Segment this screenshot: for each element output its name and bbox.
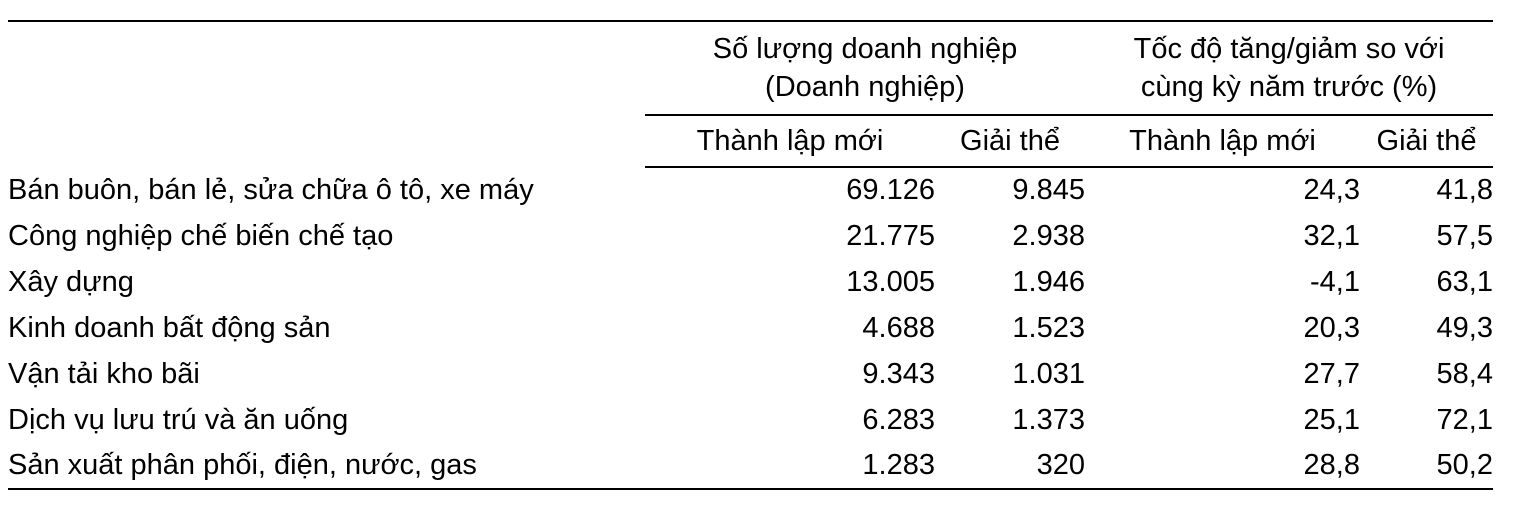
dissolved-growth-cell: 41,8: [1436, 174, 1493, 206]
new-count-cell: 21.775: [846, 219, 935, 252]
group-header-line: (Doanh nghiệp): [765, 71, 965, 103]
table-body: Bán buôn, bán lẻ, sửa chữa ô tô, xe máy …: [8, 167, 1493, 489]
group-header-enterprise-count: Số lượng doanh nghiệp (Doanh nghiệp): [645, 21, 1085, 116]
table-row: Xây dựng 13.005 1.946 -4,1 63,1: [8, 259, 1493, 305]
new-count-cell: 4.688: [862, 311, 935, 344]
industry-label: Xây dựng: [8, 265, 134, 298]
table-row: Bán buôn, bán lẻ, sửa chữa ô tô, xe máy …: [8, 167, 1493, 213]
table-row: Vận tải kho bãi 9.343 1.031 27,7 58,4: [8, 351, 1493, 397]
sub-header-newly-established: Thành lập mới: [645, 115, 935, 168]
new-growth-cell: -4,1: [1310, 265, 1360, 298]
dissolved-count-cell: 1.946: [1012, 265, 1085, 298]
enterprise-statistics-table: Số lượng doanh nghiệp (Doanh nghiệp) Tốc…: [8, 20, 1493, 490]
dissolved-count-cell: 320: [1036, 449, 1085, 481]
new-count-cell: 6.283: [862, 403, 935, 436]
corner-cell: [8, 21, 645, 115]
dissolved-count-cell: 1.031: [1012, 357, 1085, 390]
sub-header-dissolved: Giải thể: [935, 115, 1085, 168]
new-count-cell: 69.126: [846, 174, 935, 206]
dissolved-growth-cell: 58,4: [1436, 357, 1493, 390]
group-header-line: Tốc độ tăng/giảm so với: [1133, 33, 1445, 65]
industry-label: Công nghiệp chế biến chế tạo: [8, 219, 394, 252]
sub-header-row: Thành lập mới Giải thể Thành lập mới Giả…: [8, 115, 1493, 168]
new-growth-cell: 24,3: [1303, 174, 1360, 206]
group-header-line: cùng kỳ năm trước (%): [1140, 71, 1438, 103]
new-count-cell: 9.343: [862, 357, 935, 390]
dissolved-growth-cell: 72,1: [1436, 403, 1493, 436]
table-row: Công nghiệp chế biến chế tạo 21.775 2.93…: [8, 213, 1493, 259]
table-header: Số lượng doanh nghiệp (Doanh nghiệp) Tốc…: [8, 21, 1493, 168]
industry-label: Kinh doanh bất động sản: [8, 311, 331, 344]
new-growth-cell: 28,8: [1303, 449, 1360, 481]
statistics-table: Số lượng doanh nghiệp (Doanh nghiệp) Tốc…: [8, 20, 1493, 490]
new-growth-cell: 20,3: [1303, 311, 1360, 344]
new-growth-cell: 25,1: [1303, 403, 1360, 436]
industry-label: Bán buôn, bán lẻ, sửa chữa ô tô, xe máy: [8, 173, 534, 206]
dissolved-count-cell: 1.523: [1012, 311, 1085, 344]
corner-cell: [8, 115, 645, 167]
new-growth-cell: 32,1: [1303, 219, 1360, 252]
industry-label: Vận tải kho bãi: [8, 357, 200, 390]
dissolved-growth-cell: 63,1: [1436, 265, 1493, 298]
group-header-growth-rate: Tốc độ tăng/giảm so với cùng kỳ năm trướ…: [1085, 21, 1493, 116]
dissolved-growth-cell: 49,3: [1436, 311, 1493, 344]
industry-label: Dịch vụ lưu trú và ăn uống: [8, 403, 349, 436]
group-header-line: Số lượng doanh nghiệp: [712, 33, 1018, 65]
dissolved-count-cell: 1.373: [1012, 403, 1085, 436]
dissolved-count-cell: 9.845: [1012, 174, 1085, 206]
new-count-cell: 13.005: [846, 265, 935, 298]
table-row: Dịch vụ lưu trú và ăn uống 6.283 1.373 2…: [8, 397, 1493, 443]
industry-label: Sản xuất phân phối, điện, nước, gas: [8, 449, 477, 481]
new-growth-cell: 27,7: [1303, 357, 1360, 390]
table-row: Sản xuất phân phối, điện, nước, gas 1.28…: [8, 443, 1493, 489]
new-count-cell: 1.283: [862, 449, 935, 481]
dissolved-growth-cell: 57,5: [1436, 219, 1493, 252]
sub-header-newly-established: Thành lập mới: [1085, 115, 1360, 168]
sub-header-dissolved: Giải thể: [1360, 115, 1493, 168]
dissolved-growth-cell: 50,2: [1436, 449, 1493, 481]
group-header-row: Số lượng doanh nghiệp (Doanh nghiệp) Tốc…: [8, 21, 1493, 116]
dissolved-count-cell: 2.938: [1012, 219, 1085, 252]
table-row: Kinh doanh bất động sản 4.688 1.523 20,3…: [8, 305, 1493, 351]
